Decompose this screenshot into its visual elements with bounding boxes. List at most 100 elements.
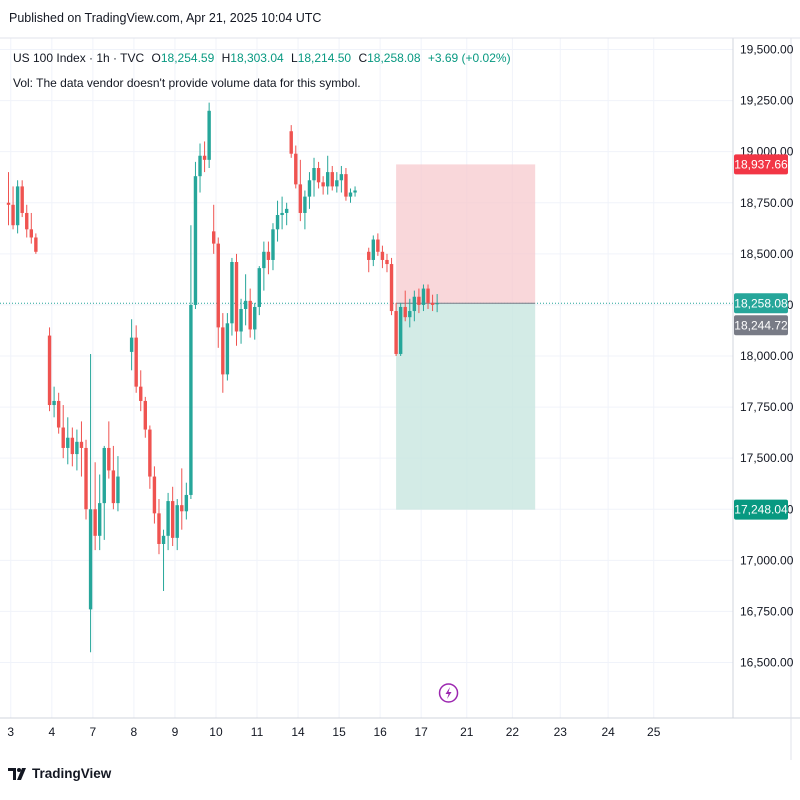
legend-low-label: L bbox=[291, 51, 298, 65]
take-profit-zone bbox=[396, 303, 536, 510]
candle-body bbox=[20, 186, 24, 213]
candle bbox=[385, 253, 389, 273]
candle bbox=[157, 499, 161, 555]
candle-body bbox=[284, 208, 289, 213]
tradingview-logo[interactable]: TradingView bbox=[8, 766, 111, 781]
previous-close-tag: 18,244.72 bbox=[734, 315, 788, 336]
candle-body bbox=[139, 386, 143, 401]
event-marker[interactable] bbox=[438, 683, 459, 703]
candle-body bbox=[426, 288, 430, 303]
y-tick-label: 16,500.00 bbox=[740, 656, 794, 670]
candle bbox=[380, 245, 385, 269]
current-price-tag: 18,258.08 bbox=[734, 293, 788, 314]
candle bbox=[20, 180, 24, 218]
candle bbox=[248, 288, 252, 338]
candle-body bbox=[79, 441, 84, 448]
candle bbox=[11, 186, 15, 230]
y-tick-label: 17,500.00 bbox=[740, 451, 794, 465]
candle bbox=[353, 186, 357, 197]
position-zones[interactable] bbox=[396, 164, 536, 510]
published-info: Published on TradingView.com, Apr 21, 20… bbox=[9, 11, 322, 25]
candle-body bbox=[6, 202, 11, 205]
legend-open-label: O bbox=[152, 51, 161, 65]
tradingview-logo-icon bbox=[8, 767, 26, 780]
candle bbox=[152, 466, 157, 524]
previous-close-tag-label: 18,244.72 bbox=[734, 318, 788, 332]
legend-low: 18,214.50 bbox=[298, 51, 352, 65]
candle bbox=[271, 223, 275, 271]
candle-body bbox=[230, 262, 234, 324]
candle-body bbox=[88, 509, 93, 610]
candle bbox=[421, 284, 426, 312]
candle-body bbox=[161, 535, 166, 544]
candle bbox=[116, 456, 120, 512]
candle-body bbox=[11, 204, 15, 226]
x-tick-label: 24 bbox=[601, 725, 615, 739]
candle-body bbox=[321, 182, 325, 187]
candle bbox=[221, 313, 225, 393]
y-tick-label: 17,750.00 bbox=[740, 400, 794, 414]
candle-body bbox=[339, 174, 344, 181]
candle bbox=[303, 190, 307, 230]
legend-open: 18,254.59 bbox=[161, 51, 215, 65]
candle-body bbox=[275, 215, 280, 230]
candle bbox=[348, 188, 353, 203]
candle-body bbox=[371, 239, 375, 260]
candle bbox=[412, 290, 417, 322]
candle bbox=[111, 445, 116, 510]
candle bbox=[79, 421, 84, 477]
candle bbox=[403, 290, 407, 322]
candle bbox=[34, 233, 38, 254]
candle bbox=[107, 421, 111, 479]
candle-body bbox=[243, 300, 248, 310]
previous-close-tag-bg bbox=[734, 315, 788, 336]
candle-body bbox=[47, 335, 52, 406]
x-tick-label: 22 bbox=[506, 725, 520, 739]
candle-body bbox=[262, 251, 266, 269]
stop-price-tag-label: 18,937.66 bbox=[734, 157, 788, 171]
candle-body bbox=[316, 168, 321, 183]
candle-body bbox=[184, 494, 189, 512]
candle-body bbox=[253, 306, 257, 330]
candle-body bbox=[239, 309, 243, 332]
candle-body bbox=[75, 441, 79, 455]
candle bbox=[198, 143, 202, 193]
candle bbox=[212, 204, 216, 254]
x-tick-label: 17 bbox=[415, 725, 429, 739]
candle bbox=[367, 247, 371, 273]
x-tick-label: 14 bbox=[291, 725, 305, 739]
candle-body bbox=[84, 447, 88, 510]
candle-body bbox=[326, 172, 330, 187]
legend-change: +3.69 (+0.02%) bbox=[428, 51, 511, 65]
candle-body bbox=[408, 311, 412, 318]
candle bbox=[75, 429, 79, 471]
candle bbox=[134, 325, 138, 393]
y-tick-label: 18,750.00 bbox=[740, 196, 794, 210]
candle-body bbox=[111, 470, 116, 504]
candle-body bbox=[380, 251, 385, 260]
candle bbox=[225, 313, 230, 381]
candle bbox=[161, 529, 166, 591]
legend-high: 18,303.04 bbox=[230, 51, 284, 65]
candle bbox=[216, 237, 220, 348]
candle-body bbox=[221, 327, 225, 375]
candle-body bbox=[367, 251, 371, 260]
candle-body bbox=[29, 229, 33, 238]
candle bbox=[139, 370, 143, 412]
target-price-tag-bg bbox=[734, 499, 788, 520]
candle bbox=[307, 172, 312, 209]
candle-body bbox=[15, 186, 20, 226]
candle-body bbox=[353, 190, 357, 193]
target-price-tag: 17,248.04 bbox=[734, 499, 788, 520]
candle-body bbox=[344, 174, 348, 197]
candle-body bbox=[312, 168, 316, 181]
candle bbox=[284, 202, 289, 226]
candle bbox=[61, 405, 65, 459]
candle-body bbox=[93, 509, 97, 536]
candle bbox=[398, 302, 403, 356]
legend: US 100 Index · 1h · TVC O18,254.59 H18,3… bbox=[13, 51, 511, 90]
candle-body bbox=[348, 192, 353, 197]
svg-text:US 100 Index · 1h · TVC: US 100 Index · 1h · TVC O18,254.59 H18,3… bbox=[13, 51, 511, 65]
candle-body bbox=[435, 303, 439, 305]
